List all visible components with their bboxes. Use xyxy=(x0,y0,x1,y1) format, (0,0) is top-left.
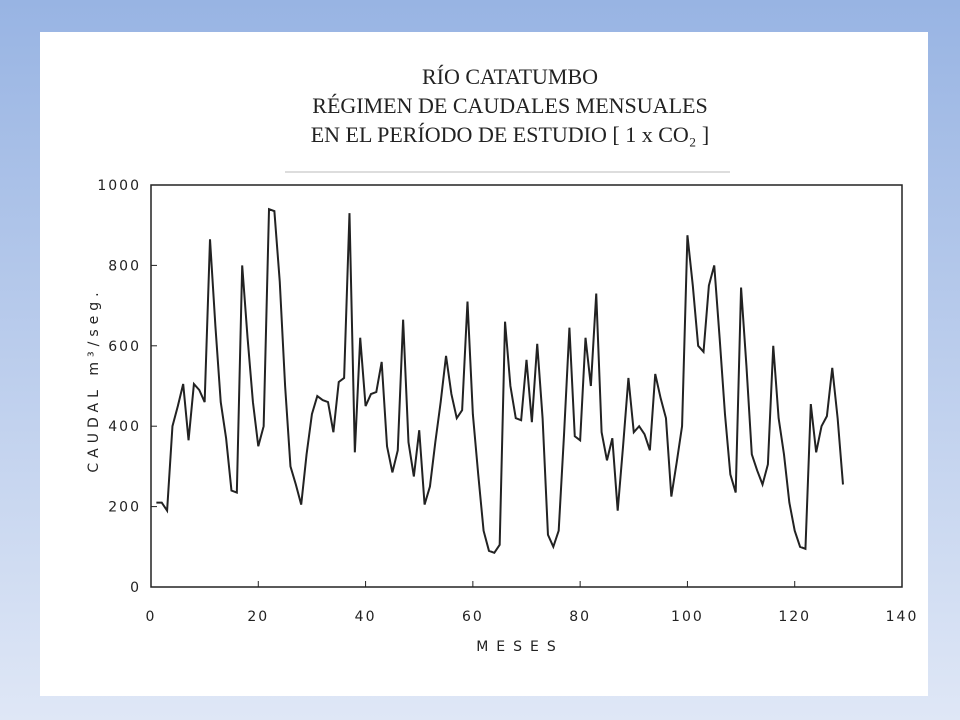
chart-title: RÍO CATATUMBO xyxy=(422,64,598,89)
x-tick-label: 40 xyxy=(355,609,377,625)
panel xyxy=(40,32,928,696)
y-tick-label: 200 xyxy=(108,500,141,516)
y-tick-label: 800 xyxy=(108,258,141,274)
y-tick-label: 0 xyxy=(130,580,141,596)
y-tick-label: 400 xyxy=(108,419,141,435)
x-tick-label: 20 xyxy=(247,609,269,625)
x-tick-label: 0 xyxy=(146,609,157,625)
data-line xyxy=(156,207,844,555)
y-tick-label: 1000 xyxy=(97,178,141,194)
y-tick-label: 600 xyxy=(108,339,141,355)
chart-title: RÉGIMEN DE CAUDALES MENSUALES xyxy=(312,93,707,118)
x-tick-label: 120 xyxy=(778,609,811,625)
chart-title: EN EL PERÍODO DE ESTUDIO [ 1 x CO₂ ] xyxy=(311,122,710,147)
x-tick-label: 80 xyxy=(569,609,591,625)
x-axis-label: MESES xyxy=(476,639,564,655)
y-axis-label: CAUDAL m³/seg. xyxy=(86,287,102,472)
x-tick-label: 100 xyxy=(671,609,704,625)
plot-frame xyxy=(150,184,903,588)
x-tick-label: 60 xyxy=(462,609,484,625)
x-tick-label: 140 xyxy=(886,609,919,625)
